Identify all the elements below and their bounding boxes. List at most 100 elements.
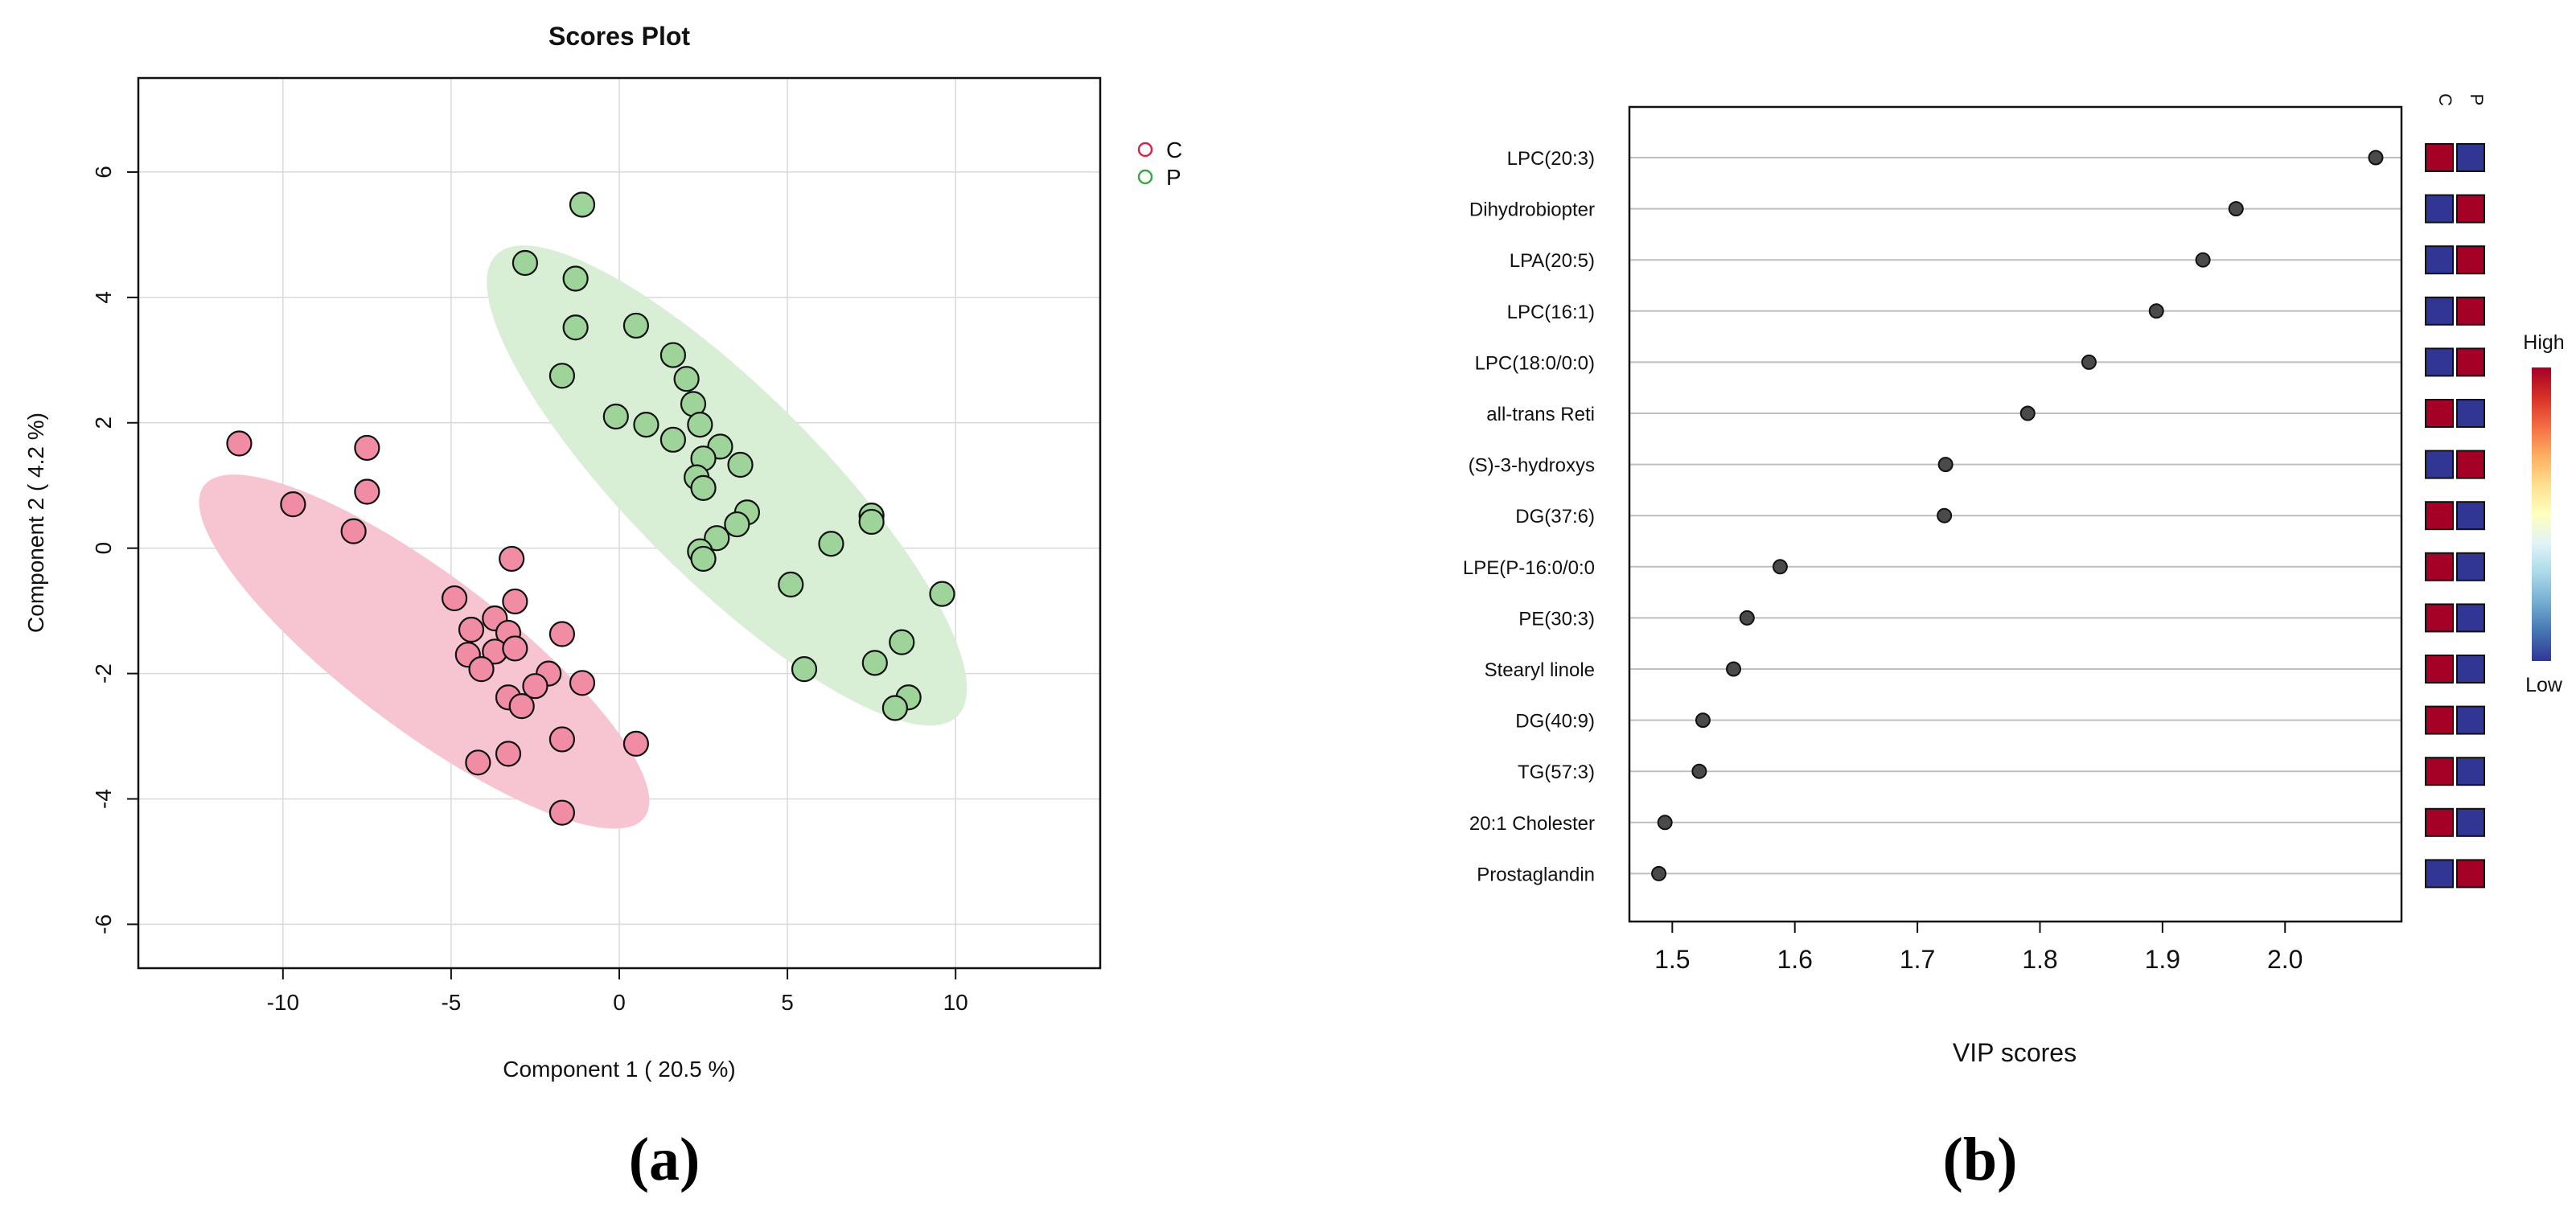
- feature-label: LPC(18:0/0:0): [1475, 352, 1595, 374]
- legend-marker-P: [1137, 169, 1153, 185]
- heat-cell-C: [2425, 757, 2454, 786]
- heat-cell-C: [2425, 705, 2454, 735]
- score-point-P: [659, 342, 687, 368]
- score-point-C: [354, 434, 380, 462]
- x-tick-label: 5: [781, 990, 794, 1015]
- x-tick-label: -10: [267, 990, 299, 1015]
- heat-cell-P: [2456, 143, 2485, 172]
- heat-cell-C: [2425, 194, 2454, 224]
- heat-column-header-C: C: [2435, 93, 2455, 106]
- score-point-P: [562, 314, 589, 341]
- score-point-P: [778, 571, 804, 597]
- legend-label-C: C: [1166, 138, 1182, 162]
- heat-cell-P: [2456, 296, 2485, 326]
- heat-cell-C: [2425, 399, 2454, 428]
- heat-cell-P: [2456, 859, 2485, 889]
- legend-label-P: P: [1166, 165, 1181, 190]
- vip-plot-x-ticks: 1.5 1.6 1.7 1.8 1.9 2.0: [1654, 922, 2303, 974]
- score-point-C: [354, 478, 380, 505]
- heat-cell-C: [2425, 859, 2454, 889]
- score-point-C: [340, 518, 367, 544]
- score-point-P: [861, 650, 888, 676]
- vip-point: [2228, 201, 2244, 217]
- score-point-P: [881, 695, 909, 721]
- heat-cell-C: [2425, 552, 2454, 581]
- vip-point: [1651, 865, 1667, 881]
- score-point-C: [548, 621, 576, 647]
- heat-cell-C: [2425, 143, 2454, 172]
- y-tick-label: 4: [91, 291, 116, 304]
- x-tick-label: 0: [613, 990, 626, 1015]
- heat-cell-C: [2425, 501, 2454, 531]
- feature-label: LPA(20:5): [1510, 250, 1595, 272]
- heat-cell-P: [2456, 705, 2485, 735]
- score-point-P: [548, 363, 576, 389]
- colorbar-high-label: High: [2523, 331, 2564, 354]
- scores-plot-grid: [138, 78, 1100, 968]
- score-point-C: [465, 749, 491, 776]
- score-point-C: [468, 656, 495, 683]
- scores-plot-points: [226, 191, 955, 826]
- scores-plot-ellipses: [199, 245, 968, 829]
- scores-plot-panel: Scores Plot -10 -5 0 5 10 -6 -4 -2 0 2 4 6 Compone…: [23, 22, 1182, 1193]
- score-point-P: [690, 545, 717, 573]
- vip-point: [1726, 661, 1742, 677]
- vip-point: [1691, 763, 1707, 779]
- feature-label: PE(30:3): [1518, 608, 1595, 630]
- score-point-C: [548, 726, 576, 753]
- score-point-P: [690, 474, 717, 501]
- heat-cell-P: [2456, 552, 2485, 581]
- score-point-C: [458, 616, 485, 643]
- vip-point: [2195, 252, 2211, 268]
- heat-cell-P: [2456, 603, 2485, 633]
- colorbar-gradient: [2532, 367, 2551, 661]
- vip-point: [1739, 610, 1755, 626]
- panel-label-a: (a): [629, 1126, 700, 1193]
- confidence-ellipse-C: [199, 474, 650, 829]
- x-tick-label: -5: [441, 990, 461, 1015]
- score-point-P: [858, 508, 885, 536]
- score-point-C: [441, 585, 468, 612]
- x-tick-label: 2.0: [2267, 945, 2303, 974]
- heat-cell-P: [2456, 450, 2485, 479]
- x-tick-label: 1.8: [2022, 945, 2057, 974]
- colorbar-low-label: Low: [2525, 674, 2563, 696]
- feature-label: LPC(20:3): [1507, 148, 1595, 170]
- scores-plot-y-ticks: -6 -4 -2 0 2 4 6: [91, 166, 138, 934]
- confidence-ellipse-P: [487, 245, 968, 726]
- feature-label: (S)-3-hydroxys: [1469, 455, 1595, 477]
- vip-colorbar: High Low: [2523, 331, 2564, 696]
- vip-point: [2019, 405, 2036, 421]
- vip-plot-gridlines: [1629, 157, 2401, 875]
- vip-plot-frame: [1628, 105, 2403, 923]
- y-tick-label: 0: [91, 542, 116, 555]
- heat-cell-P: [2456, 245, 2485, 275]
- score-point-C: [499, 545, 525, 573]
- score-point-P: [673, 366, 700, 392]
- vip-point: [2148, 303, 2164, 319]
- score-point-C: [495, 741, 522, 767]
- heat-cell-P: [2456, 347, 2485, 377]
- score-point-P: [929, 581, 955, 607]
- score-point-P: [687, 412, 713, 438]
- score-point-P: [727, 451, 754, 478]
- feature-label: Dihydrobiopter: [1469, 199, 1595, 221]
- scores-plot-x-ticks: -10 -5 0 5 10: [267, 968, 968, 1015]
- scores-plot-legend: CP: [1137, 138, 1182, 190]
- vip-point: [1772, 559, 1788, 575]
- vip-point: [1937, 507, 1953, 523]
- vip-plot-panel: LPC(20:3) Dihydrobiopter LPA(20:5) LPC(16:1…: [1463, 93, 2565, 1193]
- heat-column-header-P: P: [2467, 94, 2487, 106]
- scores-plot-y-label: Component 2 ( 4.2 %): [23, 413, 48, 633]
- x-tick-label: 1.5: [1654, 945, 1690, 974]
- score-point-C: [226, 430, 253, 457]
- vip-point: [1695, 712, 1711, 729]
- y-tick-label: -4: [91, 789, 116, 809]
- heat-cell-C: [2425, 655, 2454, 684]
- score-point-C: [622, 730, 650, 757]
- score-point-P: [602, 403, 629, 430]
- x-tick-label: 1.6: [1777, 945, 1812, 974]
- feature-label: LPC(16:1): [1507, 302, 1595, 323]
- score-point-P: [889, 629, 915, 655]
- x-tick-label: 10: [943, 990, 968, 1015]
